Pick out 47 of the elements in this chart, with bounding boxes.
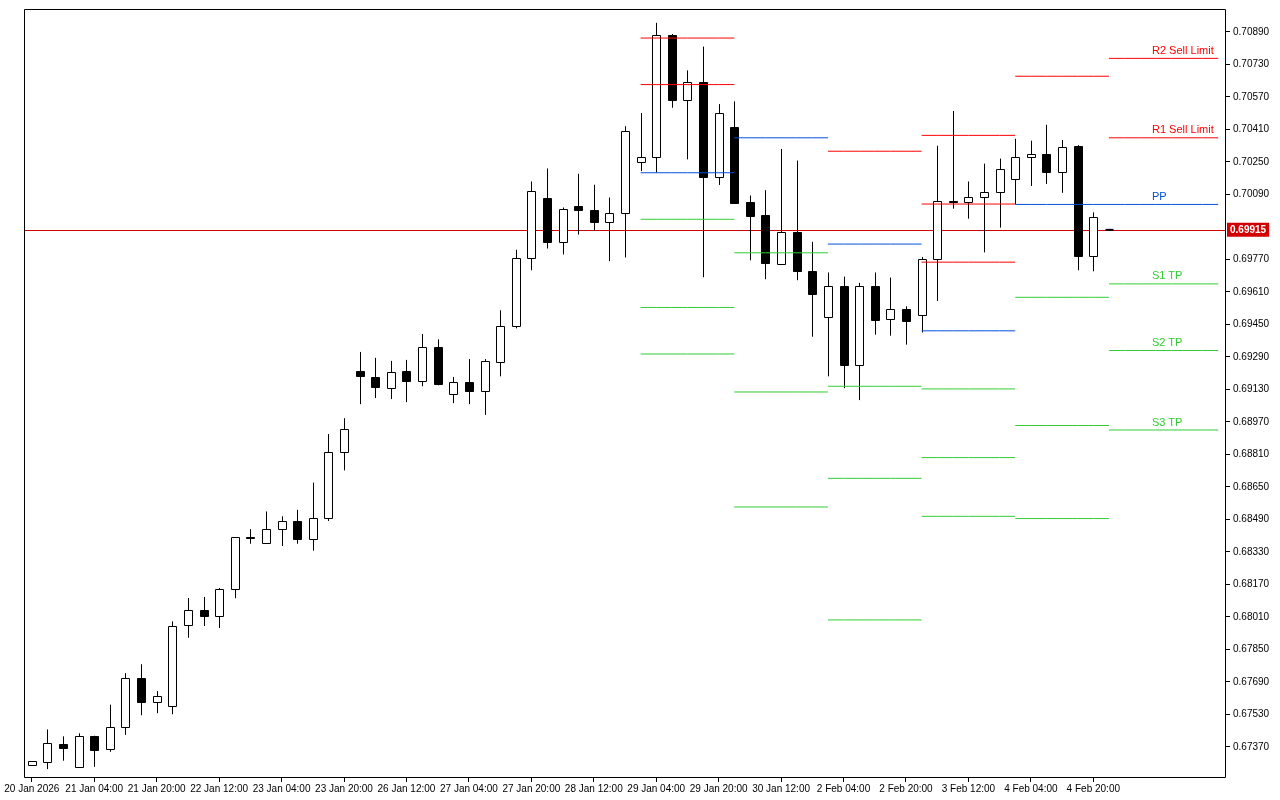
y-tick-label: 0.69290 [1233, 350, 1270, 362]
y-tick-label: 0.70890 [1233, 25, 1270, 37]
y-tick-label: 0.70570 [1233, 90, 1270, 102]
x-tick-label: 20 Jan 2026 [4, 782, 60, 794]
y-tick-label: 0.70250 [1233, 155, 1270, 167]
x-tick-label: 23 Jan 04:00 [252, 782, 311, 794]
x-tick-label: 2 Feb 04:00 [816, 782, 871, 794]
y-tick-label: 0.68650 [1233, 480, 1270, 492]
x-tick-label: 28 Jan 12:00 [564, 782, 624, 794]
x-tick-label: 30 Jan 12:00 [752, 782, 811, 794]
x-tick-label: 4 Feb 04:00 [1004, 782, 1058, 794]
y-tick-label: 0.69770 [1233, 253, 1270, 265]
y-tick-label: 0.68010 [1233, 610, 1270, 622]
y-tick-label: 0.70410 [1233, 123, 1270, 135]
series-label: S2 TP [1152, 336, 1183, 349]
x-tick-label: 29 Jan 04:00 [627, 782, 686, 794]
y-tick-label: 0.70090 [1233, 188, 1270, 200]
y-tick-label: 0.69450 [1233, 318, 1270, 330]
series-label: PP [1152, 189, 1167, 202]
y-tick-label: 0.67850 [1233, 643, 1270, 655]
y-tick-label: 0.69610 [1233, 285, 1270, 297]
x-tick-label: 29 Jan 20:00 [689, 782, 749, 794]
y-tick-label: 0.69130 [1233, 383, 1270, 395]
x-tick-label: 21 Jan 04:00 [65, 782, 124, 794]
y-tick-label: 0.68970 [1233, 415, 1270, 427]
x-tick-label: 3 Feb 12:00 [941, 782, 996, 794]
y-tick-label: 0.68810 [1233, 448, 1270, 460]
series-label: R1 Sell Limit [1152, 123, 1214, 136]
x-tick-label: 23 Jan 20:00 [315, 782, 374, 794]
x-tick-label: 4 Feb 20:00 [1066, 782, 1121, 794]
x-tick-label: 27 Jan 04:00 [439, 782, 499, 794]
ref-line-label: 0.69915 [1230, 224, 1267, 236]
y-tick-label: 0.70730 [1233, 58, 1270, 70]
x-tick-label: 2 Feb 20:00 [879, 782, 934, 794]
y-tick-label: 0.67370 [1233, 740, 1270, 752]
series-label: S1 TP [1152, 269, 1183, 282]
y-tick-label: 0.68490 [1233, 513, 1270, 525]
y-tick-label: 0.67690 [1233, 675, 1270, 687]
series-label: S3 TP [1152, 415, 1183, 428]
x-tick-label: 21 Jan 20:00 [127, 782, 187, 794]
x-tick-label: 26 Jan 12:00 [377, 782, 436, 794]
y-tick-label: 0.68170 [1233, 578, 1270, 590]
y-tick-label: 0.68330 [1233, 545, 1270, 557]
x-tick-label: 27 Jan 20:00 [502, 782, 561, 794]
x-tick-label: 22 Jan 12:00 [190, 782, 249, 794]
y-tick-label: 0.67530 [1233, 708, 1270, 720]
series-label: R2 Sell Limit [1152, 43, 1214, 56]
